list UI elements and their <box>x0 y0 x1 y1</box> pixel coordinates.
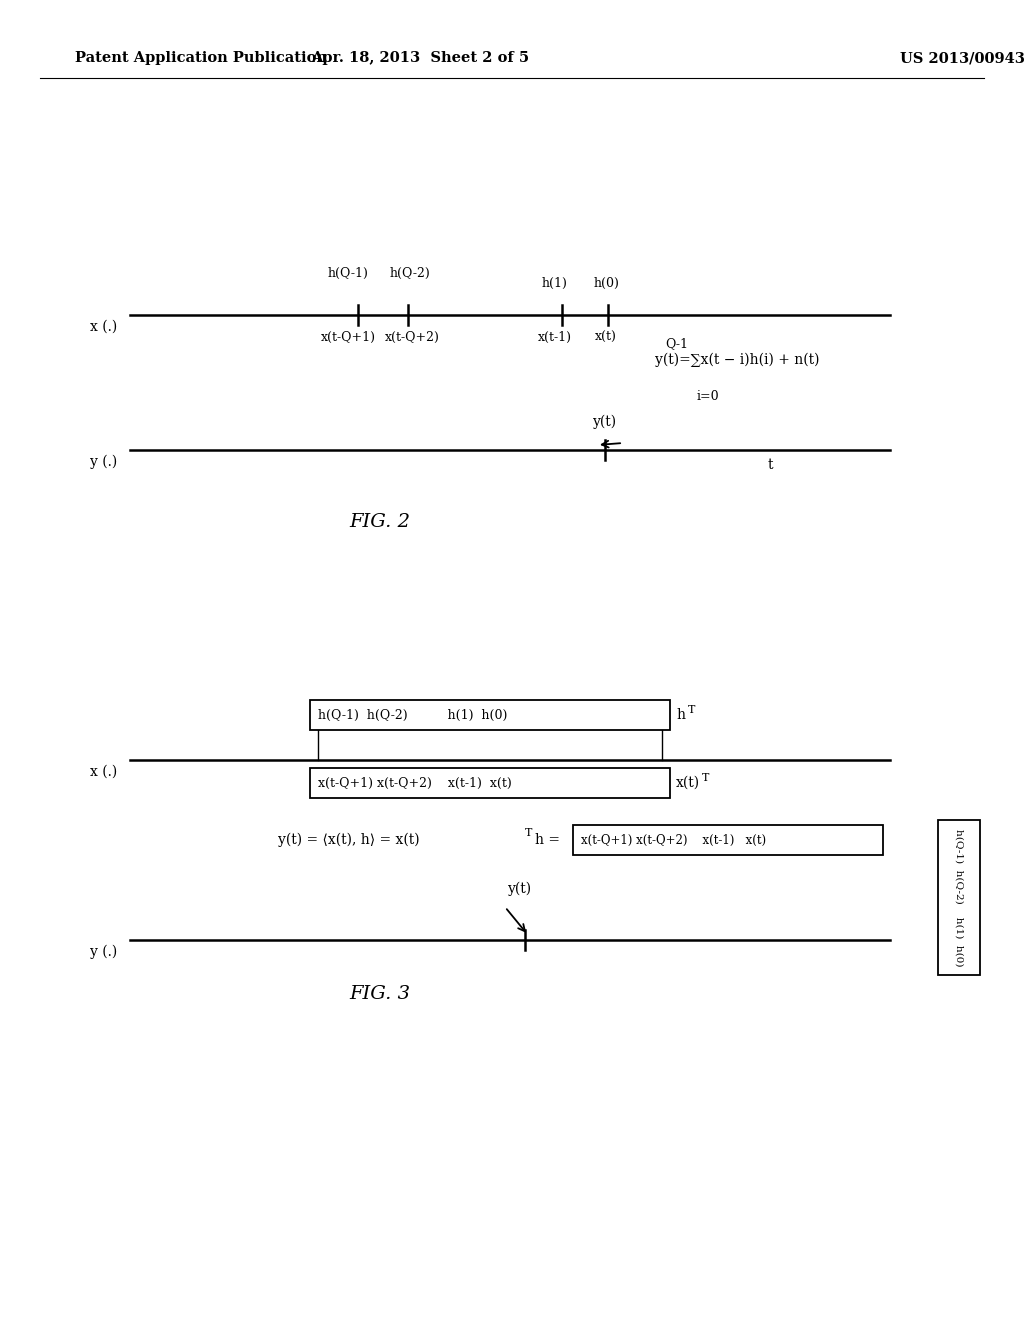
Text: y (.): y (.) <box>90 455 118 470</box>
Text: y(t)=∑x(t − i)h(i) + n(t): y(t)=∑x(t − i)h(i) + n(t) <box>655 352 819 367</box>
Text: h(Q-1): h(Q-1) <box>328 267 369 280</box>
Text: x(t-Q+2): x(t-Q+2) <box>385 331 439 345</box>
Text: t: t <box>767 458 773 473</box>
Text: x(t-1): x(t-1) <box>538 331 572 345</box>
Text: x(t-Q+1): x(t-Q+1) <box>321 331 376 345</box>
Text: T: T <box>525 828 532 838</box>
Text: x(t-Q+1) x(t-Q+2)    x(t-1)  x(t): x(t-Q+1) x(t-Q+2) x(t-1) x(t) <box>318 776 512 789</box>
Text: h(0): h(0) <box>594 277 620 290</box>
Text: y(t): y(t) <box>508 882 532 896</box>
Text: Apr. 18, 2013  Sheet 2 of 5: Apr. 18, 2013 Sheet 2 of 5 <box>311 51 529 65</box>
Bar <box>310 768 670 799</box>
Text: y(t): y(t) <box>593 414 617 429</box>
Text: h(Q-1)  h(Q-2)    h(1)  h(0): h(Q-1) h(Q-2) h(1) h(0) <box>954 829 964 966</box>
Text: x(t): x(t) <box>595 331 616 345</box>
Text: h(Q-2): h(Q-2) <box>389 267 430 280</box>
Text: y(t) = ⟨x(t), h⟩ = x(t): y(t) = ⟨x(t), h⟩ = x(t) <box>278 833 420 847</box>
Text: i=0: i=0 <box>697 389 720 403</box>
Text: T: T <box>688 705 695 715</box>
Bar <box>310 700 670 730</box>
Text: Q-1: Q-1 <box>665 337 688 350</box>
Bar <box>573 825 883 855</box>
Text: x (.): x (.) <box>90 319 118 334</box>
Text: x(t): x(t) <box>676 776 700 789</box>
Text: US 2013/0094329 A1: US 2013/0094329 A1 <box>900 51 1024 65</box>
Text: h: h <box>676 708 685 722</box>
Bar <box>938 820 980 975</box>
Text: y (.): y (.) <box>90 945 118 960</box>
Text: h =: h = <box>535 833 560 847</box>
Text: x (.): x (.) <box>90 766 118 779</box>
Text: Patent Application Publication: Patent Application Publication <box>75 51 327 65</box>
Text: h(Q-1)  h(Q-2)          h(1)  h(0): h(Q-1) h(Q-2) h(1) h(0) <box>318 709 507 722</box>
Text: h(1): h(1) <box>542 277 568 290</box>
Text: FIG. 3: FIG. 3 <box>349 985 411 1003</box>
Text: FIG. 2: FIG. 2 <box>349 513 411 531</box>
Text: x(t-Q+1) x(t-Q+2)    x(t-1)   x(t): x(t-Q+1) x(t-Q+2) x(t-1) x(t) <box>581 833 766 846</box>
Text: T: T <box>702 774 710 783</box>
